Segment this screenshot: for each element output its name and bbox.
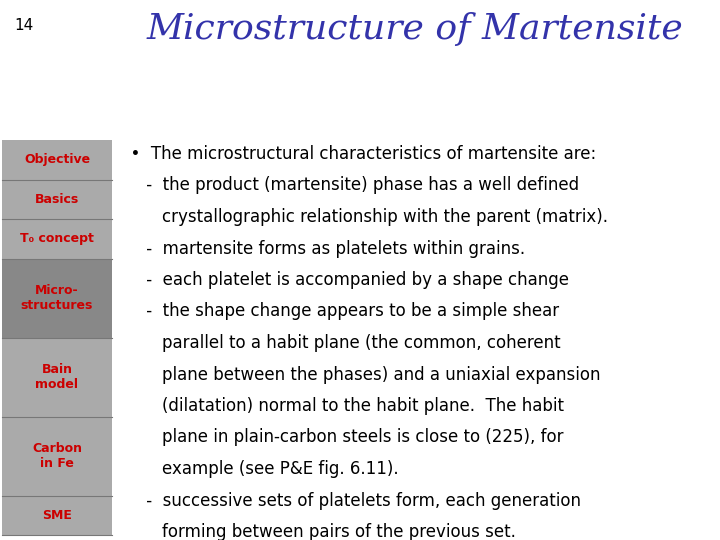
Text: plane in plain-carbon steels is close to (225), for: plane in plain-carbon steels is close to… bbox=[120, 429, 564, 447]
Text: Carbon
in Fe: Carbon in Fe bbox=[32, 442, 82, 470]
Text: crystallographic relationship with the parent (matrix).: crystallographic relationship with the p… bbox=[120, 208, 608, 226]
Text: -  the product (martensite) phase has a well defined: - the product (martensite) phase has a w… bbox=[120, 177, 579, 194]
Bar bbox=[2, 140, 112, 535]
Text: -  martensite forms as platelets within grains.: - martensite forms as platelets within g… bbox=[120, 240, 525, 258]
Text: T₀ concept: T₀ concept bbox=[20, 232, 94, 245]
Text: SME: SME bbox=[42, 509, 72, 522]
Text: forming between pairs of the previous set.: forming between pairs of the previous se… bbox=[120, 523, 516, 540]
Text: Microstructure of Martensite: Microstructure of Martensite bbox=[147, 12, 683, 46]
Text: parallel to a habit plane (the common, coherent: parallel to a habit plane (the common, c… bbox=[120, 334, 561, 352]
Bar bbox=[2, 259, 112, 338]
Text: •  The microstructural characteristics of martensite are:: • The microstructural characteristics of… bbox=[120, 145, 596, 163]
Text: Micro-
structures: Micro- structures bbox=[21, 284, 93, 312]
Text: -  each platelet is accompanied by a shape change: - each platelet is accompanied by a shap… bbox=[120, 271, 569, 289]
Text: Bain
model: Bain model bbox=[35, 363, 78, 391]
Text: -  the shape change appears to be a simple shear: - the shape change appears to be a simpl… bbox=[120, 302, 559, 321]
Text: example (see P&E fig. 6.11).: example (see P&E fig. 6.11). bbox=[120, 460, 399, 478]
Text: (dilatation) normal to the habit plane.  The habit: (dilatation) normal to the habit plane. … bbox=[120, 397, 564, 415]
Text: Basics: Basics bbox=[35, 193, 79, 206]
Text: plane between the phases) and a uniaxial expansion: plane between the phases) and a uniaxial… bbox=[120, 366, 600, 383]
Text: 14: 14 bbox=[14, 18, 33, 33]
Text: -  successive sets of platelets form, each generation: - successive sets of platelets form, eac… bbox=[120, 491, 581, 510]
Text: Objective: Objective bbox=[24, 153, 90, 166]
